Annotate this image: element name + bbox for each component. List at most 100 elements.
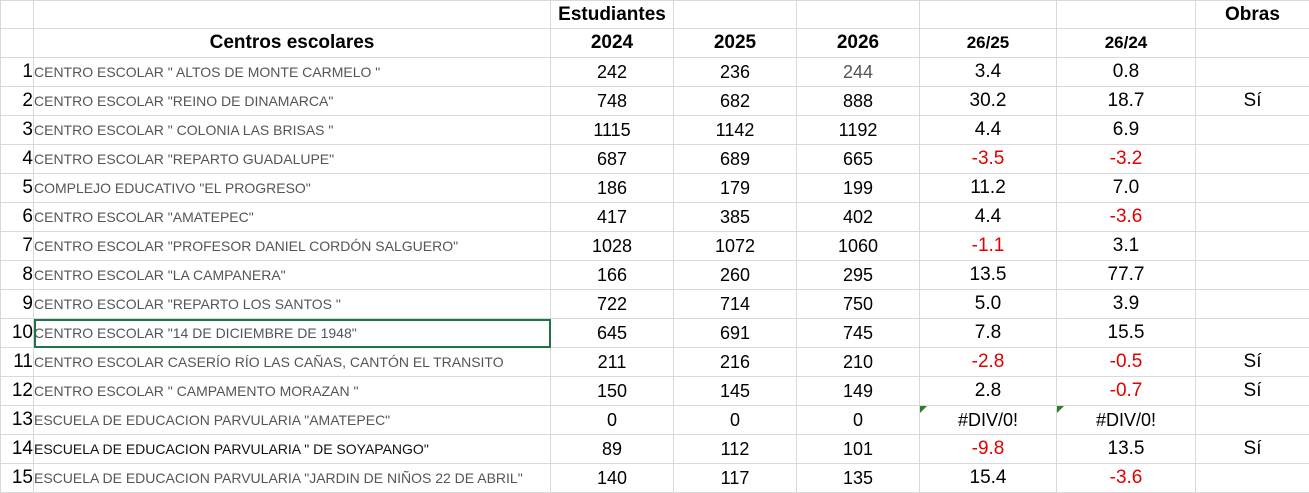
ratio-26-25-cell[interactable]: #DIV/0! (920, 406, 1057, 435)
students-2025-cell[interactable]: 689 (674, 145, 797, 174)
ratio-26-25-cell[interactable]: -9.8 (920, 435, 1057, 464)
students-2025-cell[interactable]: 0 (674, 406, 797, 435)
ratio-26-24-cell[interactable]: 3.9 (1057, 290, 1196, 319)
students-2024-cell[interactable]: 140 (551, 464, 674, 493)
school-name-cell[interactable]: ESCUELA DE EDUCACION PARVULARIA "AMATEPE… (34, 406, 551, 435)
students-2024-cell[interactable]: 186 (551, 174, 674, 203)
ratio-26-24-cell[interactable]: #DIV/0! (1057, 406, 1196, 435)
school-name-cell[interactable]: CENTRO ESCOLAR "AMATEPEC" (34, 203, 551, 232)
obras-cell[interactable] (1196, 290, 1309, 319)
ratio-26-24-cell[interactable]: 15.5 (1057, 319, 1196, 348)
obras-cell[interactable] (1196, 203, 1309, 232)
ratio-26-24-cell[interactable]: -3.6 (1057, 464, 1196, 493)
ratio-26-24-cell[interactable]: -3.6 (1057, 203, 1196, 232)
cell[interactable] (674, 1, 797, 29)
school-name-cell[interactable]: ESCUELA DE EDUCACION PARVULARIA " DE SOY… (34, 435, 551, 464)
ratio-26-24-cell[interactable]: -0.7 (1057, 377, 1196, 406)
ratio-26-24-cell[interactable]: 6.9 (1057, 116, 1196, 145)
ratio-26-24-cell[interactable]: 3.1 (1057, 232, 1196, 261)
students-2026-cell[interactable]: 149 (797, 377, 920, 406)
row-number[interactable]: 15 (1, 464, 34, 493)
ratio-26-25-cell[interactable]: 15.4 (920, 464, 1057, 493)
students-2025-cell[interactable]: 691 (674, 319, 797, 348)
students-2025-cell[interactable]: 1072 (674, 232, 797, 261)
students-2025-cell[interactable]: 714 (674, 290, 797, 319)
error-indicator-icon[interactable] (1057, 406, 1064, 413)
students-2024-cell[interactable]: 417 (551, 203, 674, 232)
row-number[interactable]: 7 (1, 232, 34, 261)
obras-cell[interactable] (1196, 174, 1309, 203)
cell[interactable] (920, 1, 1057, 29)
students-2026-cell[interactable]: 665 (797, 145, 920, 174)
row-number[interactable]: 9 (1, 290, 34, 319)
students-2024-cell[interactable]: 242 (551, 58, 674, 87)
header-obras[interactable]: Obras (1196, 1, 1309, 29)
cell[interactable] (1057, 1, 1196, 29)
students-2025-cell[interactable]: 682 (674, 87, 797, 116)
error-indicator-icon[interactable] (920, 406, 927, 413)
school-name-cell[interactable]: CENTRO ESCOLAR "REPARTO GUADALUPE" (34, 145, 551, 174)
row-number[interactable]: 6 (1, 203, 34, 232)
students-2024-cell[interactable]: 150 (551, 377, 674, 406)
row-number[interactable]: 12 (1, 377, 34, 406)
students-2026-cell[interactable]: 210 (797, 348, 920, 377)
students-2024-cell[interactable]: 748 (551, 87, 674, 116)
ratio-26-25-cell[interactable]: 7.8 (920, 319, 1057, 348)
students-2025-cell[interactable]: 385 (674, 203, 797, 232)
students-2026-cell[interactable]: 199 (797, 174, 920, 203)
students-2025-cell[interactable]: 117 (674, 464, 797, 493)
school-name-cell[interactable]: CENTRO ESCOLAR " COLONIA LAS BRISAS " (34, 116, 551, 145)
ratio-26-25-cell[interactable]: -1.1 (920, 232, 1057, 261)
students-2026-cell[interactable]: 295 (797, 261, 920, 290)
row-number[interactable]: 10 (1, 319, 34, 348)
row-number[interactable]: 3 (1, 116, 34, 145)
students-2024-cell[interactable]: 687 (551, 145, 674, 174)
ratio-26-25-cell[interactable]: 5.0 (920, 290, 1057, 319)
ratio-26-25-cell[interactable]: -2.8 (920, 348, 1057, 377)
cell[interactable] (1, 1, 34, 29)
ratio-26-24-cell[interactable]: 13.5 (1057, 435, 1196, 464)
students-2026-cell[interactable]: 101 (797, 435, 920, 464)
students-2025-cell[interactable]: 1142 (674, 116, 797, 145)
ratio-26-24-cell[interactable]: 77.7 (1057, 261, 1196, 290)
header-26-24[interactable]: 26/24 (1057, 29, 1196, 58)
students-2026-cell[interactable]: 1060 (797, 232, 920, 261)
students-2026-cell[interactable]: 244 (797, 58, 920, 87)
school-name-cell[interactable]: CENTRO ESCOLAR CASERÍO RÍO LAS CAÑAS, CA… (34, 348, 551, 377)
obras-cell[interactable] (1196, 58, 1309, 87)
school-name-cell[interactable]: ESCUELA DE EDUCACION PARVULARIA "JARDIN … (34, 464, 551, 493)
ratio-26-24-cell[interactable]: 18.7 (1057, 87, 1196, 116)
students-2026-cell[interactable]: 750 (797, 290, 920, 319)
students-2024-cell[interactable]: 211 (551, 348, 674, 377)
students-2026-cell[interactable]: 135 (797, 464, 920, 493)
row-number[interactable]: 8 (1, 261, 34, 290)
ratio-26-25-cell[interactable]: 3.4 (920, 58, 1057, 87)
school-name-cell[interactable]: COMPLEJO EDUCATIVO "EL PROGRESO" (34, 174, 551, 203)
cell[interactable] (1, 29, 34, 58)
students-2025-cell[interactable]: 236 (674, 58, 797, 87)
header-2024[interactable]: 2024 (551, 29, 674, 58)
school-name-cell[interactable]: CENTRO ESCOLAR " CAMPAMENTO MORAZAN " (34, 377, 551, 406)
obras-cell[interactable] (1196, 261, 1309, 290)
obras-cell[interactable]: Sí (1196, 377, 1309, 406)
students-2024-cell[interactable]: 1115 (551, 116, 674, 145)
header-2026[interactable]: 2026 (797, 29, 920, 58)
students-2026-cell[interactable]: 0 (797, 406, 920, 435)
row-number[interactable]: 14 (1, 435, 34, 464)
ratio-26-25-cell[interactable]: 30.2 (920, 87, 1057, 116)
ratio-26-24-cell[interactable]: 0.8 (1057, 58, 1196, 87)
students-2024-cell[interactable]: 645 (551, 319, 674, 348)
school-name-cell[interactable]: CENTRO ESCOLAR "PROFESOR DANIEL CORDÓN S… (34, 232, 551, 261)
students-2025-cell[interactable]: 179 (674, 174, 797, 203)
obras-cell[interactable] (1196, 232, 1309, 261)
obras-cell[interactable]: Sí (1196, 87, 1309, 116)
students-2024-cell[interactable]: 1028 (551, 232, 674, 261)
school-name-cell[interactable]: CENTRO ESCOLAR "LA CAMPANERA" (34, 261, 551, 290)
obras-cell[interactable] (1196, 116, 1309, 145)
students-2026-cell[interactable]: 1192 (797, 116, 920, 145)
ratio-26-24-cell[interactable]: -3.2 (1057, 145, 1196, 174)
obras-cell[interactable] (1196, 319, 1309, 348)
students-2026-cell[interactable]: 402 (797, 203, 920, 232)
row-number[interactable]: 5 (1, 174, 34, 203)
